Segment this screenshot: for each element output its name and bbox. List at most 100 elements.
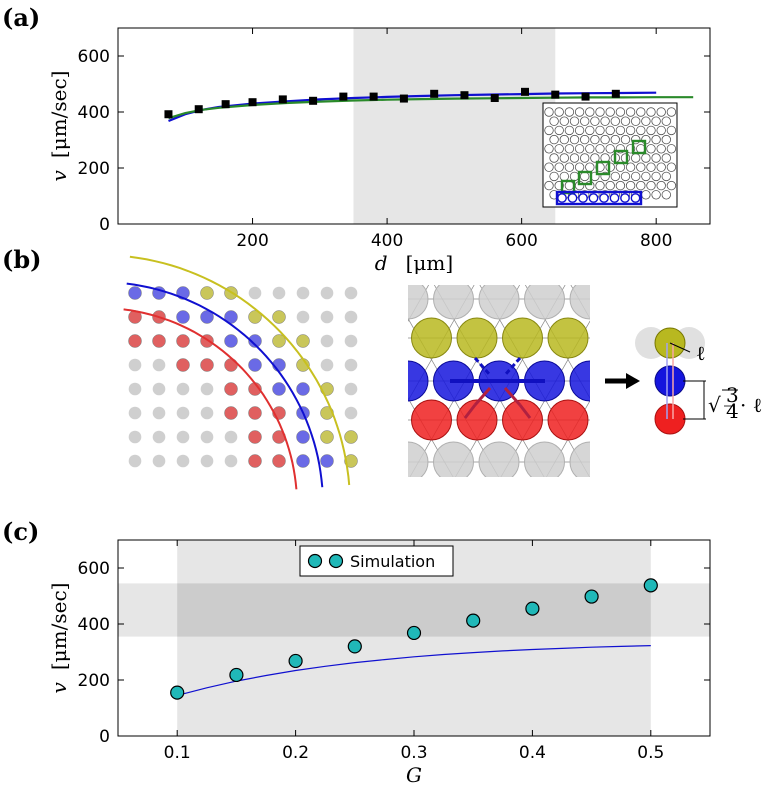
inset-green-cell bbox=[631, 139, 647, 155]
inset-blue-cell bbox=[578, 193, 588, 203]
inset-cell bbox=[656, 125, 666, 136]
inset-green-cell bbox=[577, 170, 593, 186]
x-tick-label: 400 bbox=[371, 231, 403, 251]
inset-cell bbox=[544, 180, 554, 191]
inset-cell bbox=[641, 190, 651, 200]
lattice-dot bbox=[320, 358, 334, 372]
lattice-dot bbox=[296, 310, 310, 324]
colored-dot bbox=[296, 430, 310, 444]
lattice-dot bbox=[344, 382, 358, 396]
inset-cell bbox=[574, 162, 585, 172]
inset-cell bbox=[590, 116, 600, 126]
inset-cell bbox=[661, 153, 672, 163]
inset-cell bbox=[641, 153, 651, 163]
lattice-dot bbox=[152, 454, 166, 468]
inset-cell bbox=[620, 171, 631, 182]
inset-cell bbox=[610, 134, 621, 145]
data-point bbox=[194, 105, 203, 114]
inset-cell bbox=[615, 125, 626, 136]
inset-cell bbox=[646, 125, 656, 136]
inset-cell bbox=[574, 107, 585, 117]
sqrt-suffix: · ℓ bbox=[740, 393, 762, 417]
lattice-disk bbox=[616, 442, 656, 482]
series-line bbox=[177, 645, 651, 696]
legend-marker-1 bbox=[307, 553, 323, 569]
colored-dot bbox=[176, 310, 190, 324]
inset-blue-cell bbox=[599, 193, 609, 203]
lattice-dot bbox=[344, 334, 358, 348]
inset-cell bbox=[636, 180, 646, 191]
inset-blue-bar bbox=[555, 190, 643, 206]
panel-b-label: (b) bbox=[2, 245, 42, 274]
x-tick-label: 200 bbox=[236, 231, 268, 251]
panel-b-stack: ℓ √ 34 · ℓ bbox=[605, 327, 762, 435]
lattice-disk bbox=[502, 317, 543, 359]
inset-cell bbox=[625, 107, 636, 117]
data-point bbox=[248, 98, 257, 107]
lattice-dot bbox=[152, 430, 166, 444]
inset-cell bbox=[625, 125, 636, 136]
chart-a: 200 400 600 800 0 200 400 600 v [μm/sec] d [μm] bbox=[47, 27, 711, 275]
inset-cell bbox=[620, 153, 631, 163]
frac-denominator: 4 bbox=[726, 399, 739, 423]
inset-blue-cell bbox=[609, 193, 620, 203]
panel-c-label: (c) bbox=[2, 517, 39, 546]
colored-dot bbox=[152, 334, 166, 348]
lattice-disk bbox=[594, 318, 634, 358]
inset-cell bbox=[554, 162, 564, 172]
lattice-dot bbox=[296, 286, 310, 300]
lattice-dot bbox=[176, 454, 190, 468]
ell-label: ℓ bbox=[696, 341, 706, 365]
colored-dot bbox=[176, 334, 190, 348]
inset-cell bbox=[605, 162, 615, 172]
y-axis-label: v [μm/sec] bbox=[47, 583, 71, 694]
inset-cell bbox=[585, 125, 595, 136]
y-tick-label: 400 bbox=[78, 103, 110, 123]
lattice-disk bbox=[456, 317, 498, 359]
panel-b-quarter-circle bbox=[123, 255, 358, 490]
inset-cell bbox=[656, 144, 666, 154]
inset-cell bbox=[569, 116, 580, 126]
inset-cell bbox=[595, 107, 605, 117]
inset-cell bbox=[554, 107, 564, 117]
y-tick-label: 0 bbox=[99, 215, 110, 235]
data-point bbox=[460, 91, 469, 100]
x-tick-label: 0.1 bbox=[164, 743, 191, 763]
data-point bbox=[339, 92, 348, 101]
colored-dot bbox=[224, 406, 238, 420]
x-tick-label: 0.4 bbox=[519, 743, 546, 763]
lattice-disk bbox=[478, 285, 520, 320]
lattice-dot bbox=[152, 358, 166, 372]
inset-cell bbox=[656, 180, 666, 191]
inset-cell bbox=[636, 162, 646, 172]
arrow-head bbox=[626, 373, 640, 389]
chart-a-inset bbox=[542, 102, 678, 208]
inset-cell bbox=[666, 144, 677, 154]
lattice-disk bbox=[366, 318, 406, 358]
inset-cell bbox=[656, 162, 666, 172]
inset-cell bbox=[544, 144, 554, 154]
frac-numerator: 3 bbox=[726, 383, 739, 407]
y-tick-label: 600 bbox=[78, 559, 110, 579]
y-tick-label: 200 bbox=[78, 671, 110, 691]
ell-radius-line bbox=[669, 342, 691, 353]
inset-cell bbox=[651, 116, 661, 126]
inset-cell bbox=[600, 116, 610, 126]
lattice-disk bbox=[594, 400, 634, 440]
inset-cell bbox=[549, 153, 559, 163]
colored-dot bbox=[320, 430, 334, 444]
colored-dot bbox=[320, 454, 334, 468]
inset-cell bbox=[574, 125, 585, 136]
lattice-diag-line bbox=[767, 280, 772, 490]
inset-cell bbox=[636, 125, 646, 136]
lattice-diag-line bbox=[0, 280, 113, 490]
inset-green-cell bbox=[613, 149, 629, 165]
lattice-dot bbox=[344, 406, 358, 420]
y-axis-unit: [μm/sec] bbox=[47, 583, 71, 671]
inset-cell bbox=[554, 144, 564, 154]
inset-cell bbox=[631, 153, 641, 163]
inset-cell bbox=[549, 171, 559, 182]
inset-cell bbox=[666, 107, 677, 117]
inset-cell bbox=[631, 171, 641, 182]
data-point bbox=[347, 639, 362, 654]
